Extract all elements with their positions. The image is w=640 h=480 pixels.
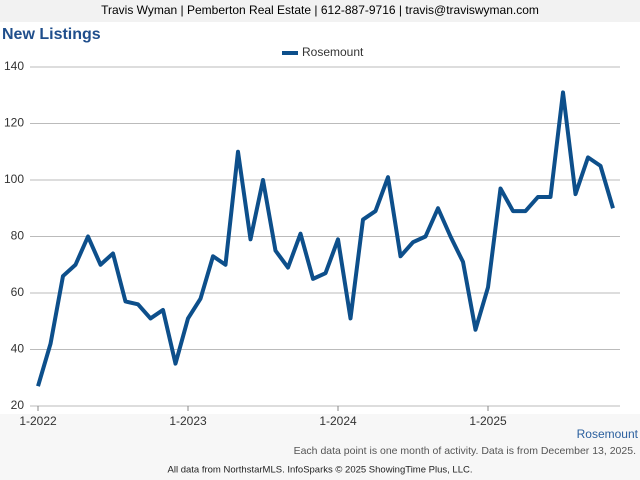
y-tick-label: 140 bbox=[4, 59, 24, 73]
y-tick-label: 80 bbox=[11, 229, 25, 243]
y-tick-label: 60 bbox=[11, 285, 25, 299]
area-label: Rosemount bbox=[577, 427, 639, 441]
y-tick-label: 40 bbox=[11, 342, 25, 356]
y-tick-label: 120 bbox=[4, 116, 24, 130]
footer-bg bbox=[0, 414, 640, 480]
header-text: Travis Wyman | Pemberton Real Estate | 6… bbox=[101, 3, 539, 17]
x-tick-label: 1-2024 bbox=[319, 414, 357, 428]
x-tick-label: 1-2023 bbox=[169, 414, 207, 428]
line bbox=[36, 90, 615, 387]
note: Each data point is one month of activity… bbox=[294, 445, 636, 457]
x-tick-label: 1-2025 bbox=[469, 414, 507, 428]
y-tick-label: 20 bbox=[11, 398, 25, 412]
legend-label: Rosemount bbox=[302, 45, 364, 59]
header-bar bbox=[0, 0, 640, 22]
y-tick-label: 100 bbox=[4, 172, 24, 186]
chart-title: New Listings bbox=[2, 26, 101, 43]
x-tick-label: 1-2022 bbox=[19, 414, 57, 428]
source: All data from NorthstarMLS. InfoSparks ©… bbox=[168, 465, 473, 476]
